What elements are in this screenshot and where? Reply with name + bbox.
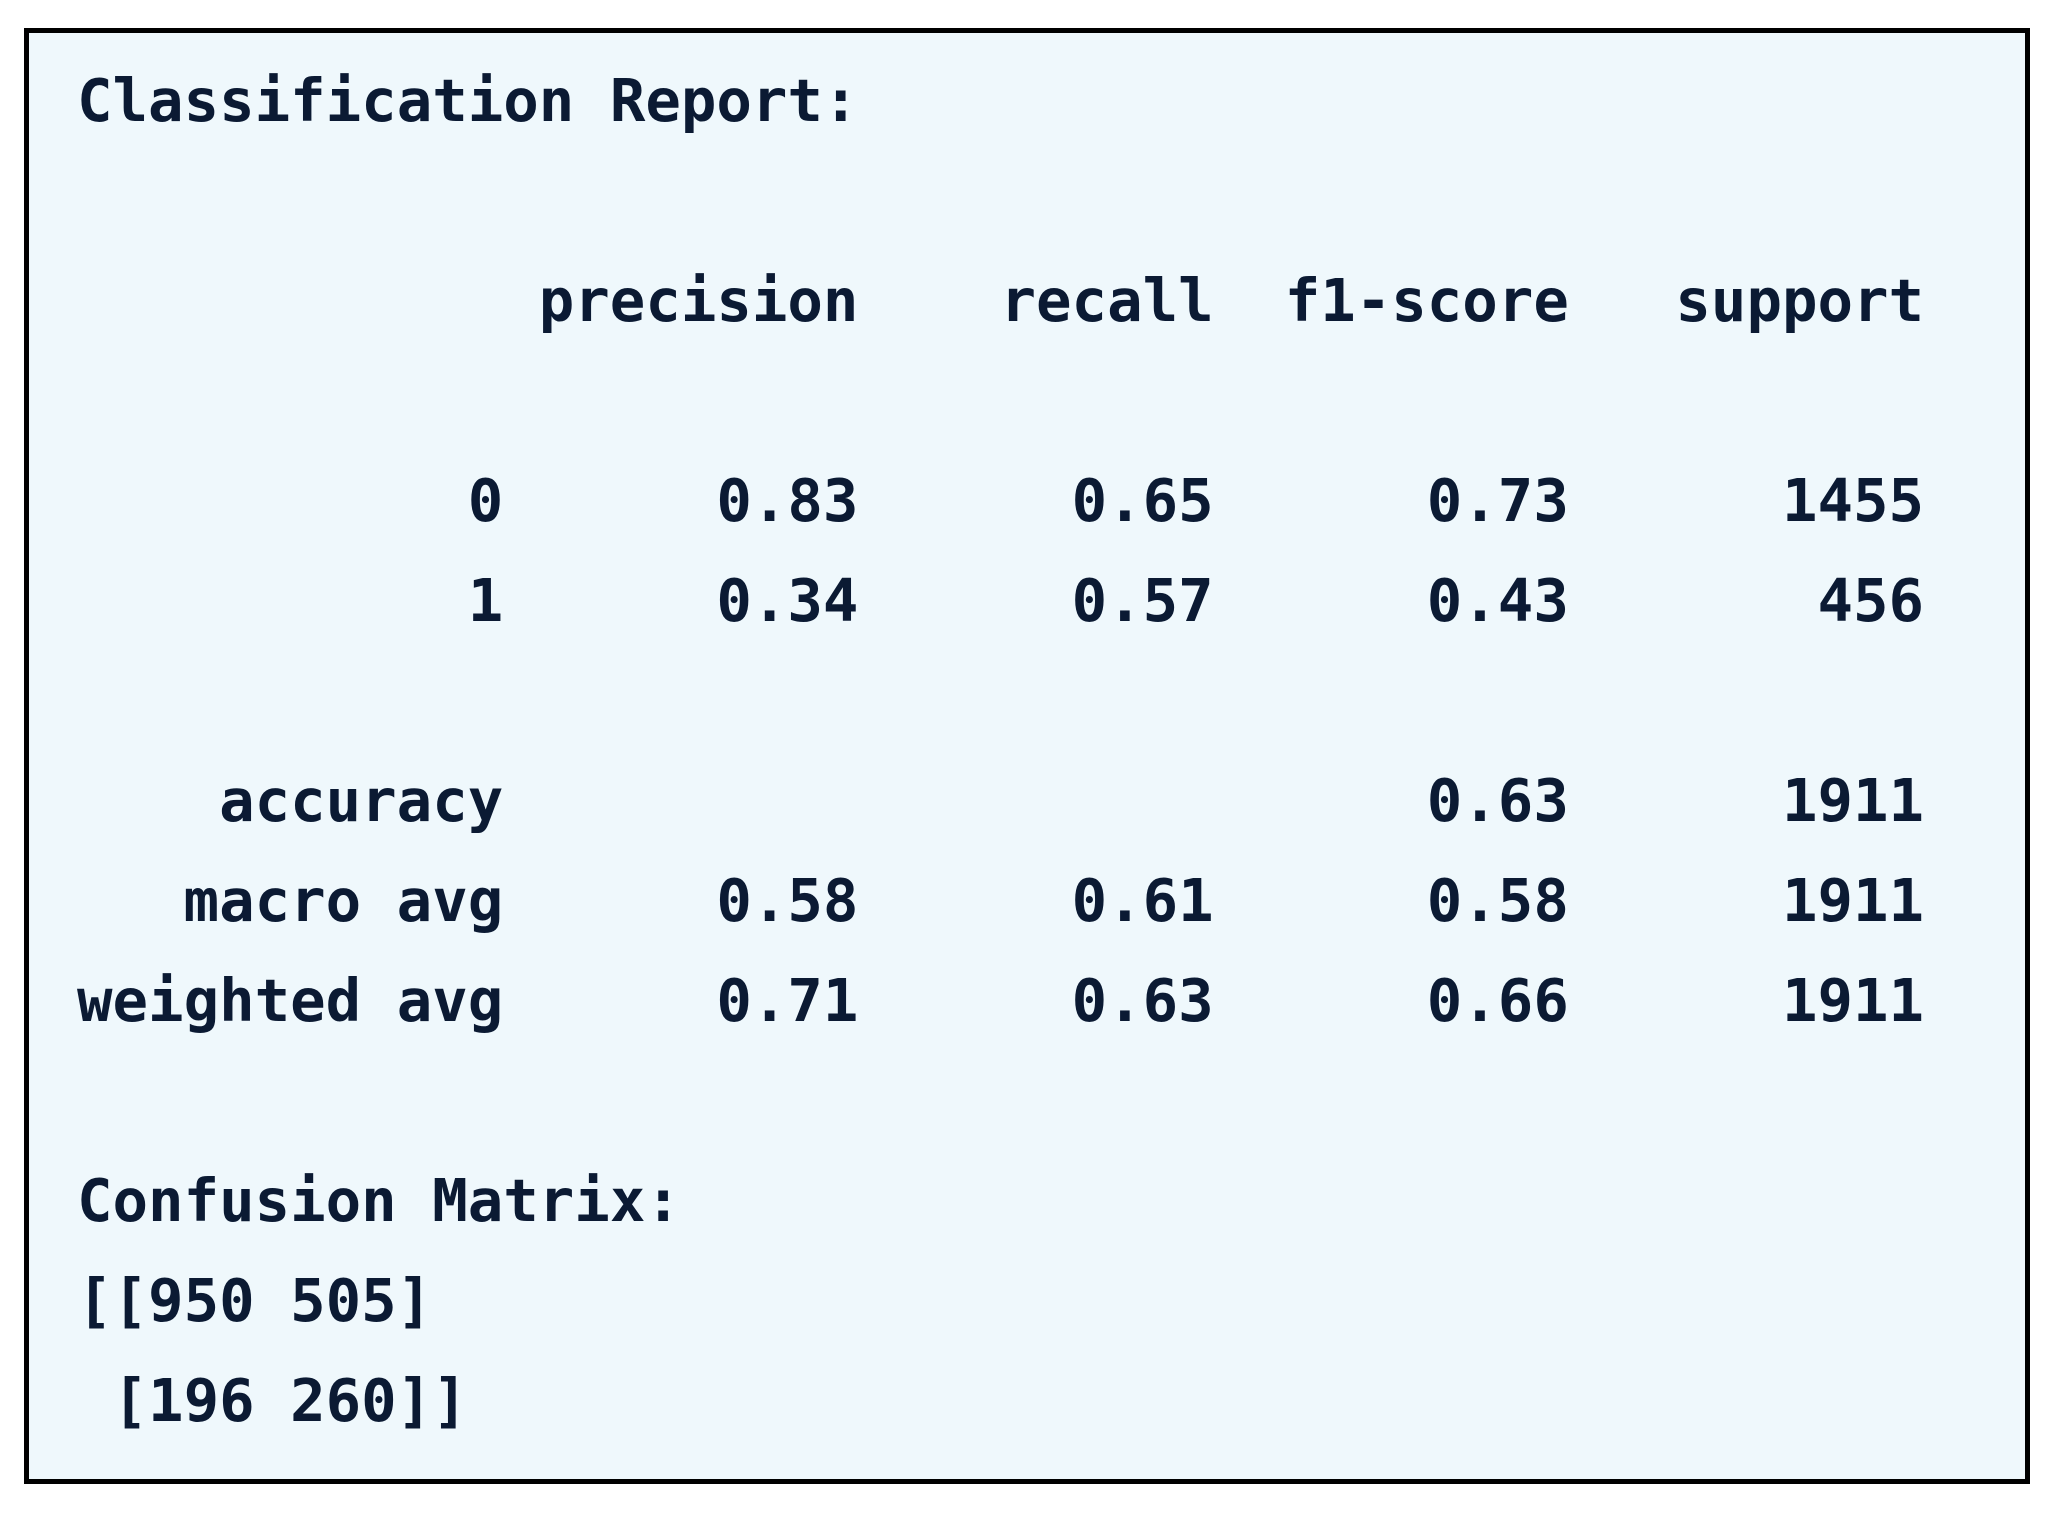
output-panel: Classification Report: precision recall … — [24, 28, 2030, 1484]
precision-value: 0.71 — [716, 966, 859, 1035]
f1-value: 0.43 — [1426, 566, 1569, 635]
precision-value: 0.34 — [716, 566, 859, 635]
support-value: 456 — [1817, 566, 1925, 635]
confusion-matrix-title: Confusion Matrix: — [77, 1166, 681, 1235]
summary-row-accuracy: accuracy 0.63 1911 — [77, 751, 1924, 851]
recall-value — [858, 751, 1213, 851]
support-value: 1911 — [1781, 766, 1925, 835]
summary-row-macro-avg: macro avg 0.58 0.61 0.58 1911 — [77, 851, 1925, 951]
table-row: 0 0.83 0.65 0.73 1455 — [77, 451, 1924, 551]
header-support: support — [1675, 266, 1925, 335]
summary-row-weighted-avg: weighted avg 0.71 0.63 0.66 1911 — [77, 951, 1924, 1051]
header-precision: precision — [538, 266, 859, 335]
row-label: 1 — [467, 566, 504, 635]
report-text: Classification Report: precision recall … — [77, 51, 1924, 1451]
precision-value — [503, 751, 858, 851]
table-row: 1 0.34 0.57 0.43 456 — [77, 551, 1924, 651]
recall-value: 0.63 — [1071, 966, 1214, 1035]
report-title: Classification Report: — [77, 66, 859, 135]
f1-value: 0.58 — [1426, 866, 1569, 935]
row-label: accuracy — [219, 766, 504, 835]
header-f1-score: f1-score — [1284, 266, 1569, 335]
recall-value: 0.61 — [1071, 866, 1214, 935]
recall-value: 0.65 — [1071, 466, 1214, 535]
support-value: 1455 — [1781, 466, 1925, 535]
f1-value: 0.63 — [1426, 766, 1569, 835]
row-label: 0 — [467, 466, 504, 535]
row-label: macro avg — [183, 866, 504, 935]
support-value: 1911 — [1781, 966, 1925, 1035]
row-label: weighted avg — [77, 966, 504, 1035]
support-value: 1911 — [1781, 866, 1925, 935]
confusion-matrix-row: [[950 505] — [77, 1266, 433, 1335]
confusion-matrix-row: [196 260]] — [77, 1366, 468, 1435]
f1-value: 0.66 — [1426, 966, 1569, 1035]
recall-value: 0.57 — [1071, 566, 1214, 635]
precision-value: 0.83 — [716, 466, 859, 535]
f1-value: 0.73 — [1426, 466, 1569, 535]
precision-value: 0.58 — [716, 866, 859, 935]
header-row: precision recall f1-score support — [77, 251, 1924, 351]
header-recall: recall — [1000, 266, 1214, 335]
